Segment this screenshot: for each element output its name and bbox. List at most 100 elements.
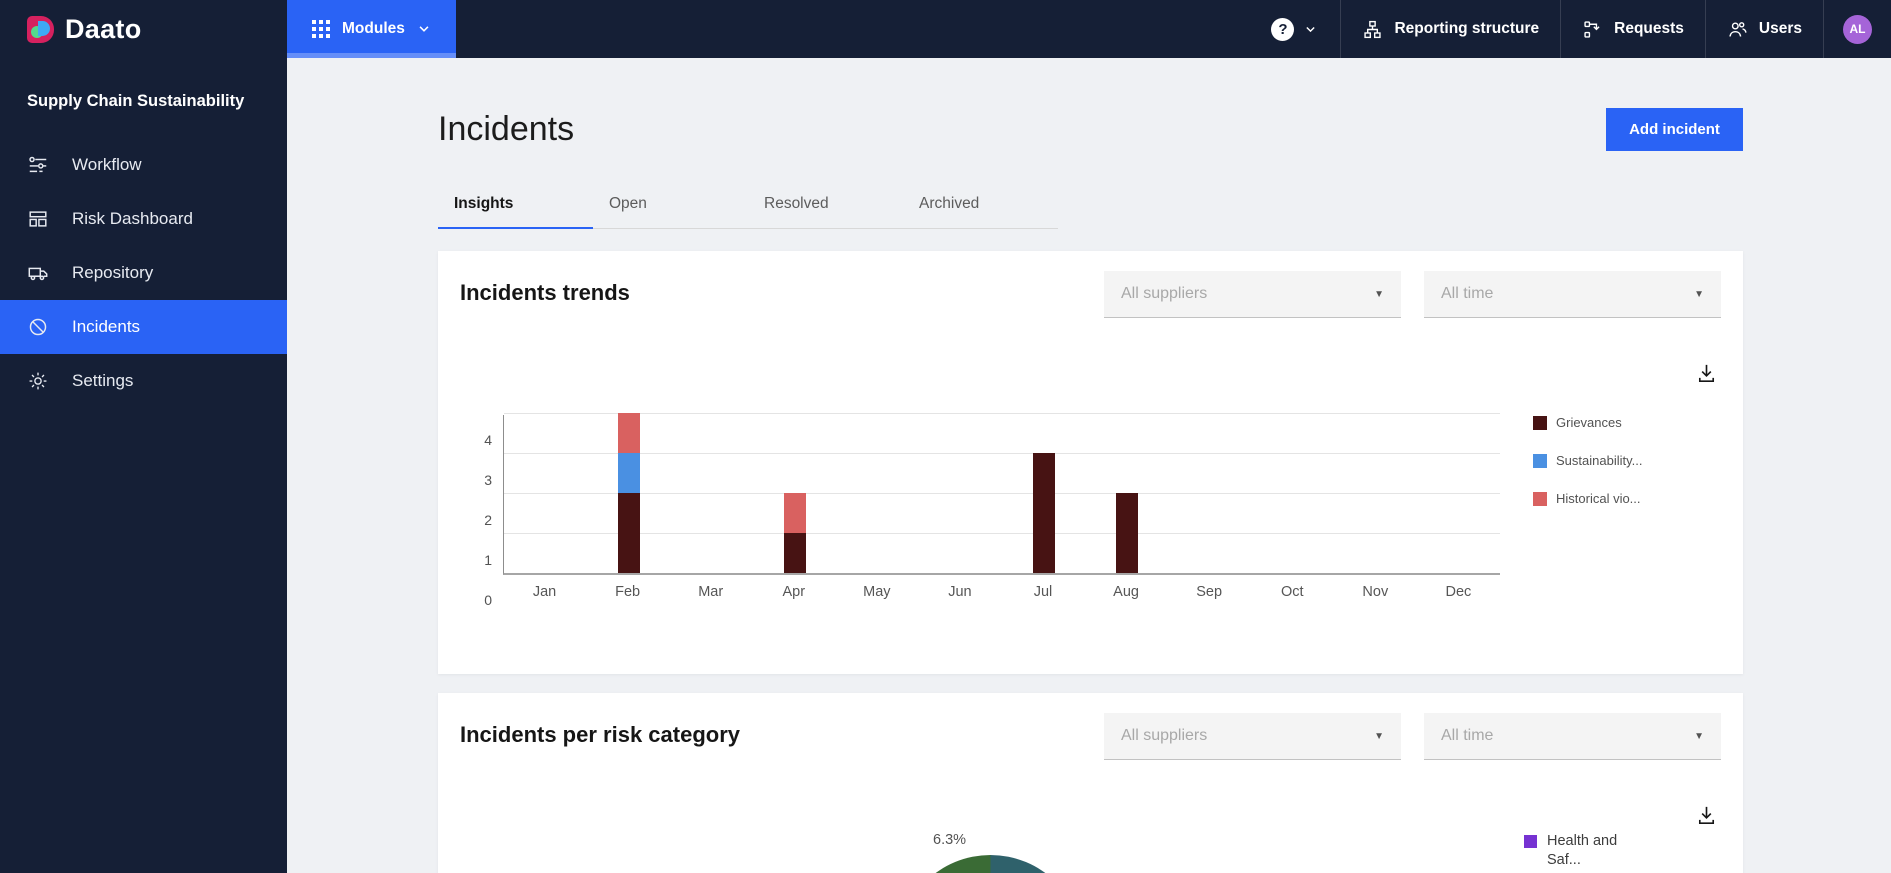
- dropdown-value: All suppliers: [1121, 727, 1208, 744]
- time-filter-dropdown[interactable]: All time ▼: [1424, 271, 1721, 318]
- org-chart-icon: [1362, 19, 1383, 40]
- bar-chart-yaxis: 0 1 2 3 4: [460, 415, 503, 608]
- top-navigation-bar: Daato Modules ?: [0, 0, 1891, 58]
- sidebar-item-risk-dashboard[interactable]: Risk Dashboard: [0, 192, 287, 246]
- tab-bar: Insights Open Resolved Archived: [438, 185, 1058, 229]
- chevron-down-icon: [417, 22, 431, 36]
- help-menu[interactable]: ?: [1248, 0, 1340, 58]
- legend-swatch: [1524, 835, 1537, 848]
- bar-slot-oct: [1251, 415, 1334, 573]
- chevron-down-icon: ▼: [1374, 730, 1384, 742]
- chevron-down-icon: [1304, 23, 1317, 36]
- bar-slot-dec: [1417, 415, 1500, 573]
- sidebar-item-label: Settings: [72, 371, 134, 390]
- card-title: Incidents per risk category: [460, 722, 740, 747]
- brand-name: Daato: [65, 13, 142, 44]
- flow-icon: [1582, 19, 1603, 40]
- brand-logo: Daato: [0, 0, 287, 58]
- add-incident-button[interactable]: Add incident: [1606, 108, 1743, 151]
- sidebar-item-repository[interactable]: Repository: [0, 246, 287, 300]
- bar-segment: [617, 493, 640, 573]
- people-icon: [1727, 19, 1748, 40]
- y-tick-label: 0: [484, 592, 492, 608]
- bar-slot-jun: [919, 415, 1002, 573]
- sidebar-item-label: Incidents: [72, 317, 141, 336]
- truck-icon: [27, 262, 49, 284]
- sidebar-item-incidents[interactable]: Incidents: [0, 300, 287, 354]
- bar-slot-apr: [753, 415, 836, 573]
- divider: [1340, 0, 1342, 58]
- x-tick-label: Nov: [1362, 584, 1389, 600]
- bar-segment: [783, 533, 806, 573]
- bar-chart-xaxis: Jan Feb Mar Apr May Jun Jul Aug Sep Oct Nov Dec: [503, 584, 1500, 600]
- bar-segment: [1032, 453, 1055, 573]
- sidebar-item-settings[interactable]: Settings: [0, 354, 287, 408]
- daato-logo-icon: [27, 15, 54, 43]
- nav-reporting-structure[interactable]: Reporting structure: [1341, 0, 1560, 58]
- y-tick-label: 3: [484, 472, 492, 488]
- download-icon[interactable]: [1695, 804, 1718, 827]
- x-tick-label: Mar: [698, 584, 724, 600]
- bar-slot-jan: [504, 415, 587, 573]
- x-tick-label: May: [863, 584, 891, 600]
- gridline: [504, 533, 1500, 534]
- nav-requests[interactable]: Requests: [1561, 0, 1705, 58]
- x-tick-label: Aug: [1113, 584, 1139, 600]
- bar-segment: [783, 493, 806, 533]
- legend-label: Health and Saf...: [1547, 833, 1618, 868]
- legend-item[interactable]: Historical vio...: [1533, 491, 1721, 506]
- tab-insights[interactable]: Insights: [438, 185, 593, 229]
- modules-button[interactable]: Modules: [287, 0, 456, 58]
- grid-icon: [312, 20, 330, 38]
- sidebar-item-workflow[interactable]: Workflow: [0, 138, 287, 192]
- sidebar-item-label: Repository: [72, 263, 154, 282]
- bar-slot-sep: [1168, 415, 1251, 573]
- legend-item[interactable]: Sustainability...: [1533, 453, 1721, 468]
- chevron-down-icon: ▼: [1694, 730, 1704, 742]
- bar-slot-jul: [1002, 415, 1085, 573]
- time-filter-dropdown[interactable]: All time ▼: [1424, 713, 1721, 760]
- divider: [1823, 0, 1824, 58]
- sidebar-item-label: Workflow: [72, 155, 142, 174]
- pie-slice-label: 6.3%: [933, 832, 967, 848]
- pie-legend-item[interactable]: Health and Saf...: [1524, 832, 1636, 870]
- workflow-icon: [27, 154, 49, 176]
- dashboard-icon: [27, 208, 49, 230]
- page-title: Incidents: [438, 110, 575, 148]
- divider: [1704, 0, 1706, 58]
- nav-users[interactable]: Users: [1706, 0, 1823, 58]
- legend-label: Grievances: [1556, 415, 1622, 430]
- card-title: Incidents trends: [460, 280, 630, 305]
- nav-label: Users: [1758, 20, 1802, 37]
- sidebar-module-title: Supply Chain Sustainability: [27, 92, 245, 110]
- gridline: [504, 493, 1500, 494]
- legend-label: Historical vio...: [1556, 491, 1641, 506]
- legend-item[interactable]: Grievances: [1533, 415, 1721, 430]
- suppliers-filter-dropdown[interactable]: All suppliers ▼: [1104, 271, 1401, 318]
- gear-icon: [27, 370, 49, 392]
- x-tick-label: Apr: [782, 584, 806, 600]
- dropdown-value: All time: [1441, 727, 1494, 744]
- pie-chart: [898, 855, 1083, 873]
- legend-label: Sustainability...: [1556, 453, 1643, 468]
- help-icon: ?: [1271, 17, 1295, 41]
- bar-slot-mar: [670, 415, 753, 573]
- user-avatar[interactable]: AL: [1843, 14, 1872, 44]
- bar-slot-aug: [1085, 415, 1168, 573]
- bar-slot-nov: [1334, 415, 1417, 573]
- y-tick-label: 4: [484, 432, 492, 448]
- x-tick-label: Sep: [1196, 584, 1223, 600]
- x-tick-label: Jun: [948, 584, 972, 600]
- tab-archived[interactable]: Archived: [919, 195, 980, 212]
- sidebar-item-label: Risk Dashboard: [72, 209, 193, 228]
- suppliers-filter-dropdown[interactable]: All suppliers ▼: [1104, 713, 1401, 760]
- tab-open[interactable]: Open: [609, 195, 647, 212]
- legend-swatch: [1533, 453, 1547, 468]
- tab-resolved[interactable]: Resolved: [764, 195, 829, 212]
- bar-chart: 0 1 2 3 4 Jan Feb Mar Apr May Jun Jul Aug Sep Oct Nov D…: [460, 413, 1721, 608]
- bar-chart-plot: [503, 413, 1500, 575]
- y-tick-label: 1: [484, 552, 492, 568]
- x-tick-label: Dec: [1445, 584, 1472, 600]
- x-tick-label: Jan: [532, 584, 557, 600]
- download-icon[interactable]: [1695, 362, 1718, 385]
